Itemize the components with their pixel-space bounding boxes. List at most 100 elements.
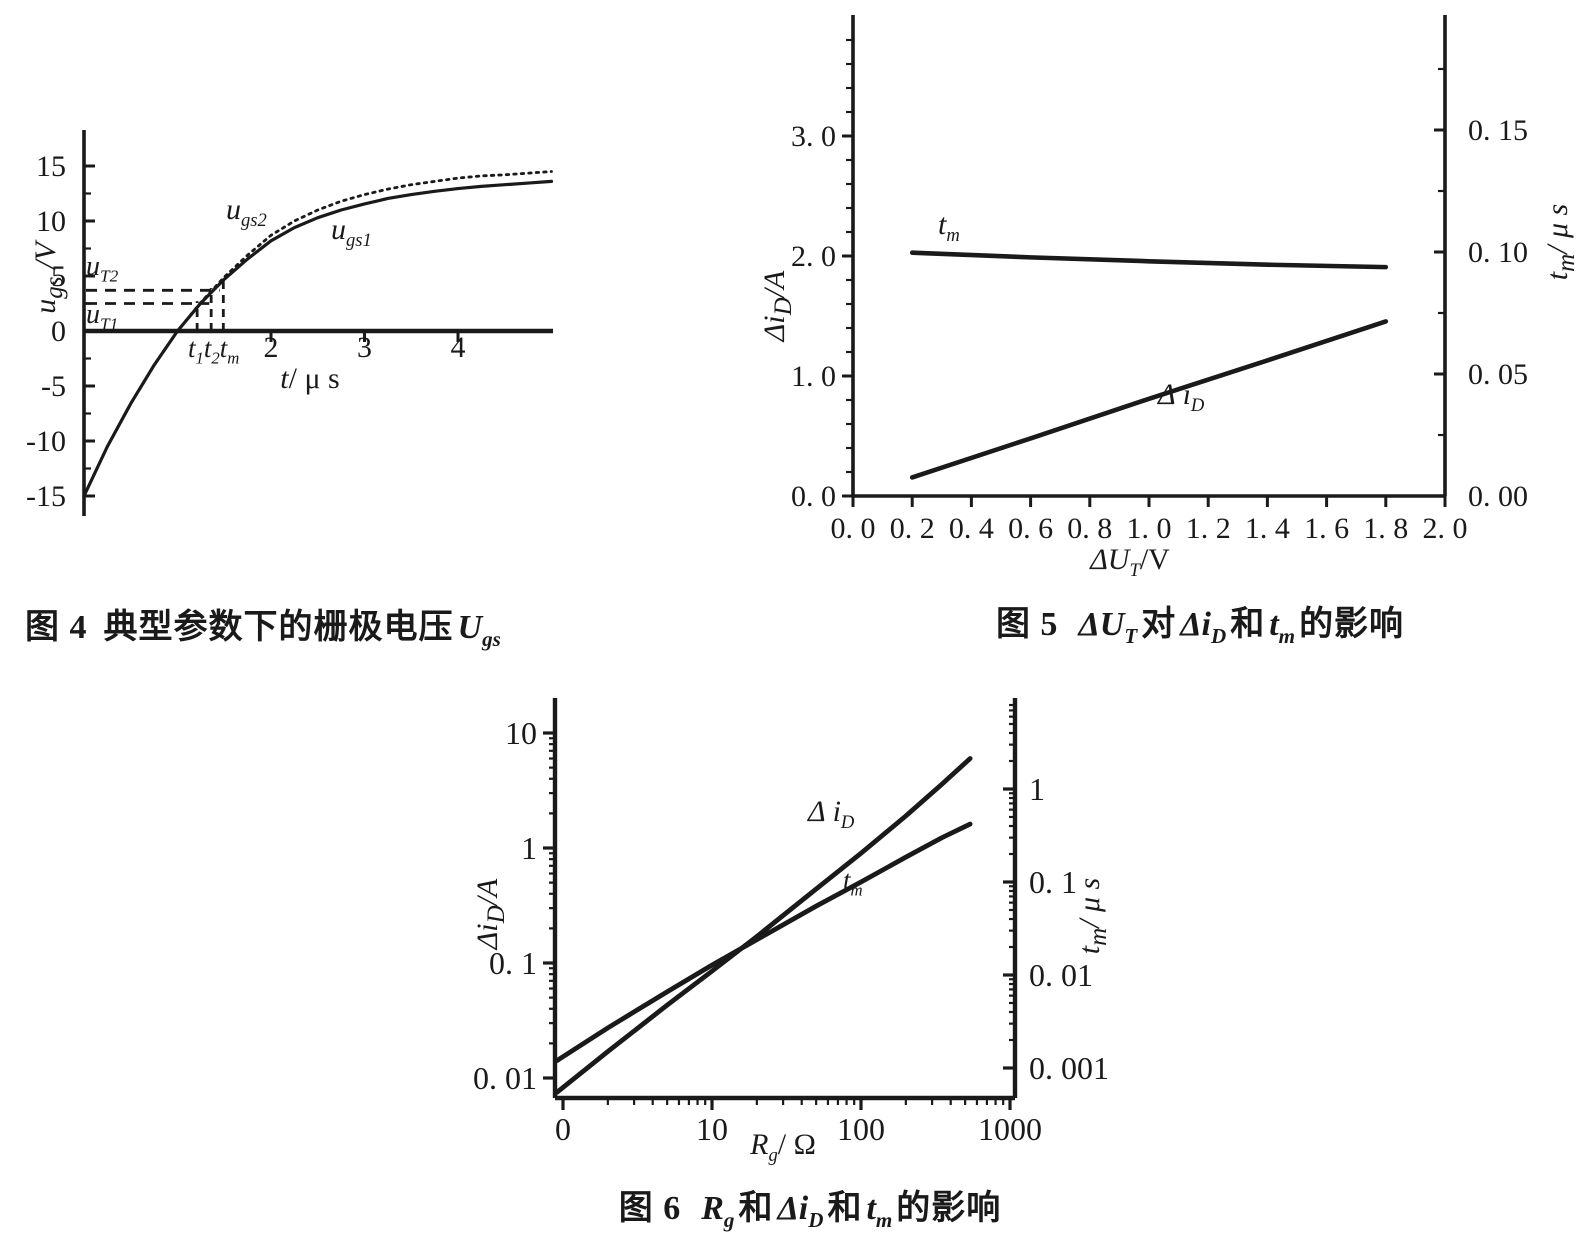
figure6-caption-m3-sub: m	[875, 1207, 893, 1232]
tick-label: 0. 001	[1029, 1050, 1109, 1086]
figure6-caption-m1: R	[701, 1190, 724, 1227]
figure6-right-axis-label-symbol: t	[1073, 945, 1106, 955]
series-did	[909, 319, 1389, 480]
figure5-right-axis-label-unit: / μ s	[1541, 203, 1574, 254]
fig6-ticks: 0 10 100 1000 10 1 0. 1 0. 01 1 0. 1 0. 01 0. 001	[473, 703, 1109, 1147]
figure5-left-axis-label-sub: D	[770, 297, 797, 316]
tick-label: 0. 15	[1468, 114, 1528, 147]
figure5-x-axis-label-sub: T	[1129, 560, 1140, 581]
series-u_gs1	[82, 179, 554, 498]
figure6-right-axis-label-unit: / μ s	[1073, 877, 1106, 928]
figure6-caption-m2: Δi	[777, 1190, 809, 1227]
threshold-label-ut1: uT1	[86, 299, 119, 334]
figure6-right-axis-label: tm/ μ s	[1072, 854, 1112, 978]
figure5-caption-math2: ΔiD	[1180, 606, 1226, 648]
figure5-x-axis-label: ΔUT/V	[1060, 543, 1200, 581]
tick-label: 1. 4	[1245, 512, 1290, 545]
curve-label-ugs2-symbol: u	[226, 193, 241, 226]
curve-label-did-fig6-sub: D	[840, 812, 855, 833]
figure5-caption-m3-sub: m	[1278, 623, 1296, 648]
figure5-left-axis-label: ΔiD/A	[757, 244, 797, 368]
figure5-caption-t2: 和	[1230, 606, 1266, 643]
tick-label: 1	[1029, 771, 1045, 807]
figure6-caption-math3: tm	[866, 1190, 892, 1232]
figure6-caption-number: 图 6	[618, 1190, 682, 1227]
figure5-caption-number: 图 5	[995, 606, 1059, 643]
figure5-plot: 0. 0 0. 2 0. 4 0. 6 0. 8 1. 0 1. 2 1. 4 1. 6 1. 8…	[791, 15, 1528, 545]
figure5-left-axis-label-unit: /A	[758, 270, 791, 298]
figure4-caption-math: Ugs	[458, 609, 501, 651]
figure5-caption-m2-sub: D	[1210, 623, 1227, 648]
figure4-plot: 2 3 4 15 10 5 0 -5 -10 -15	[26, 130, 554, 516]
figure6-caption: 图 6 Rg 和 ΔiD 和 tm 的影响	[585, 1180, 1035, 1233]
curve-label-did-fig5: Δ iD	[1158, 378, 1204, 416]
tick-label: 15	[36, 150, 66, 183]
tick-label: 0. 01	[473, 1060, 537, 1096]
curve-label-ugs1-symbol: u	[331, 213, 346, 246]
figure5-right-axis-label-symbol: t	[1541, 271, 1574, 281]
curve-label-ugs1-sub: gs1	[346, 230, 372, 251]
figure6-caption-t2: 和	[827, 1190, 863, 1227]
figure6-right-axis-label-sub: m	[1085, 927, 1112, 946]
figure6-caption-t3: 的影响	[896, 1190, 1002, 1227]
tick-label: 10	[505, 715, 537, 751]
time-markers-label: t1t2tm	[188, 333, 239, 368]
curve-label-tm-fig6: tm	[843, 865, 863, 900]
tick-label: 2. 0	[1423, 512, 1468, 545]
tick-label: 1. 0	[791, 360, 836, 393]
time-marker-t1-symbol: t	[188, 333, 196, 363]
figure6-caption-math1: Rg	[701, 1190, 734, 1232]
tick-label: 0. 0	[831, 512, 876, 545]
threshold-label-ut1-sub: T1	[100, 314, 119, 334]
threshold-label-ut2: uT2	[86, 251, 118, 286]
curve-label-tm-fig5: tm	[938, 208, 960, 246]
tick-label: -10	[26, 425, 66, 458]
figure4-y-axis-label-symbol: u	[29, 298, 62, 314]
curve-label-ugs1: ugs1	[331, 213, 372, 251]
tick-label: 2	[264, 331, 279, 364]
tick-label: 2. 0	[791, 240, 836, 273]
fig4-series	[82, 170, 554, 498]
figure5-caption-m1-sub: T	[1124, 623, 1138, 648]
tick-label: 0. 00	[1468, 480, 1528, 513]
series-tm	[554, 821, 973, 1064]
figure6-left-axis-label: ΔiD/A	[470, 852, 510, 976]
fig6-axes	[552, 698, 1018, 1101]
time-marker-t2-symbol: t	[203, 333, 212, 363]
curve-label-tm-fig5-sub: m	[946, 225, 960, 246]
curve-label-did-fig6: Δ iD	[808, 795, 854, 833]
curve-label-did-fig5-symbol: Δ i	[1158, 378, 1191, 411]
figure5-caption-t3: 的影响	[1299, 606, 1405, 643]
figure6-x-axis-label-unit: / Ω	[777, 1128, 816, 1161]
tick-label: 0	[555, 1111, 571, 1147]
fig4-ticks: 2 3 4 15 10 5 0 -5 -10 -15	[26, 150, 466, 513]
figure5-caption: 图 5 ΔUT 对 ΔiD 和 tm 的影响	[920, 596, 1480, 649]
tick-label: 0. 0	[791, 480, 836, 513]
tick-label: 0. 1	[489, 945, 537, 981]
tick-label: 100	[837, 1111, 885, 1147]
series-did	[554, 756, 973, 1095]
figure4-x-axis-label: t/ μ s	[250, 362, 370, 395]
tick-label: 0. 2	[890, 512, 935, 545]
figure6-caption-t1: 和	[738, 1190, 774, 1227]
tick-label: -15	[26, 480, 66, 513]
tick-label: 4	[451, 331, 466, 364]
figure6-left-axis-label-unit: /A	[471, 878, 504, 906]
figure6-left-axis-label-sub: D	[483, 905, 510, 924]
figure5-caption-m3: t	[1269, 606, 1279, 643]
tick-label: 0	[51, 315, 66, 348]
figure5-left-axis-label-symbol: Δi	[758, 315, 791, 342]
tick-label: 3	[357, 331, 372, 364]
figure6-left-axis-label-symbol: Δi	[471, 923, 504, 950]
figure6-caption-m1-sub: g	[723, 1207, 735, 1232]
fig5-series	[909, 250, 1389, 480]
tick-label: 1. 0	[1127, 512, 1172, 545]
tick-label: 1. 6	[1304, 512, 1349, 545]
tick-label: 1000	[978, 1111, 1042, 1147]
figure5-caption-math1: ΔUT	[1078, 606, 1137, 648]
curve-label-tm-fig6-sub: m	[850, 880, 863, 900]
tick-label: 0. 8	[1067, 512, 1112, 545]
series-u_gs2	[82, 170, 553, 498]
time-marker-t2-sub: 2	[211, 348, 220, 368]
